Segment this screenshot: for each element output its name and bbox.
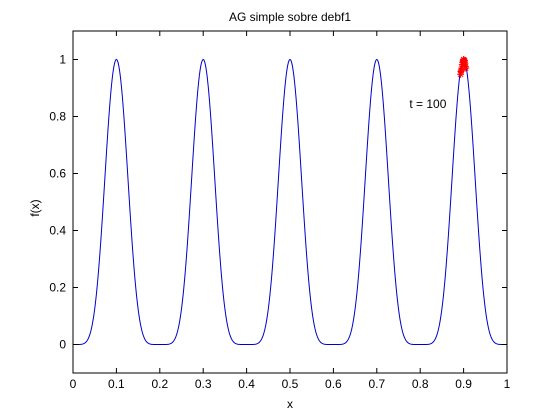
x-tick-label: 0.9 bbox=[455, 377, 472, 391]
y-tick-label: 0 bbox=[59, 338, 66, 352]
scatter-point bbox=[462, 64, 470, 72]
curve-group bbox=[73, 58, 507, 345]
y-axis-label: f(x) bbox=[28, 199, 42, 216]
plot-area: 0 0.1 0.2 0.3 0.4 0.5 0.6 0.7 0.8 0.9 1 0 0.2 0.4 0.6… bbox=[49, 30, 511, 391]
x-tick-label: 0.4 bbox=[238, 377, 255, 391]
scatter-point bbox=[460, 57, 468, 65]
x-tick-label: 0.7 bbox=[368, 377, 385, 391]
annotation-text: t = 100 bbox=[409, 97, 446, 111]
x-tick-label: 0.5 bbox=[282, 377, 299, 391]
x-tick-label: 0.2 bbox=[151, 377, 168, 391]
y-tick-label: 0.4 bbox=[49, 224, 66, 238]
x-tick-label: 0.8 bbox=[412, 377, 429, 391]
x-tick-label: 0.6 bbox=[325, 377, 342, 391]
x-tick-label: 0.3 bbox=[195, 377, 212, 391]
y-tick-label: 0.8 bbox=[49, 110, 66, 124]
series-line-f bbox=[73, 58, 507, 345]
x-tick-label: 0.1 bbox=[108, 377, 125, 391]
y-tick-label: 0.2 bbox=[49, 281, 66, 295]
annotation-group: t = 100 bbox=[409, 97, 446, 111]
chart-title: AG simple sobre debf1 bbox=[229, 10, 351, 24]
x-tick-label: 1 bbox=[504, 377, 511, 391]
y-axis-ticks: 0 0.2 0.4 0.6 0.8 1 bbox=[49, 53, 507, 352]
x-axis-label: x bbox=[287, 397, 293, 411]
axes-box bbox=[72, 30, 508, 374]
scatter-point bbox=[457, 67, 465, 75]
y-tick-label: 0.6 bbox=[49, 167, 66, 181]
x-axis-ticks: 0 0.1 0.2 0.3 0.4 0.5 0.6 0.7 0.8 0.9 1 bbox=[70, 31, 511, 391]
x-tick-label: 0 bbox=[70, 377, 77, 391]
y-tick-label: 1 bbox=[59, 53, 66, 67]
marker-group bbox=[457, 56, 470, 78]
